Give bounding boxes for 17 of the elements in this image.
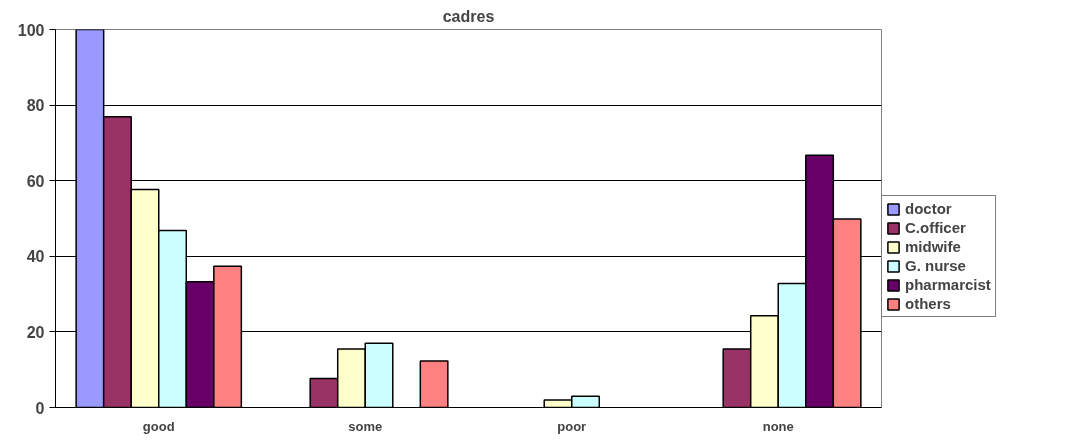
y-tick-label: 40 xyxy=(26,248,45,266)
legend-label: others xyxy=(905,295,951,312)
legend-label: midwife xyxy=(905,238,961,255)
legend-label: doctor xyxy=(905,200,952,217)
y-tick-label: 60 xyxy=(26,172,45,190)
legend-label: pharmarcist xyxy=(905,276,991,293)
x-tick-label: good xyxy=(142,418,175,434)
y-tick-label: 100 xyxy=(17,21,45,39)
x-tick-label: none xyxy=(762,418,794,434)
x-tick-label: some xyxy=(348,418,383,434)
legend-label: C.officer xyxy=(905,219,966,236)
chart-title: cadres xyxy=(442,7,495,25)
x-tick-label: poor xyxy=(557,418,587,434)
y-tick-label: 80 xyxy=(26,97,45,115)
legend-label: G. nurse xyxy=(905,257,966,274)
y-tick-label: 0 xyxy=(35,399,45,417)
y-tick-label: 20 xyxy=(26,323,45,341)
